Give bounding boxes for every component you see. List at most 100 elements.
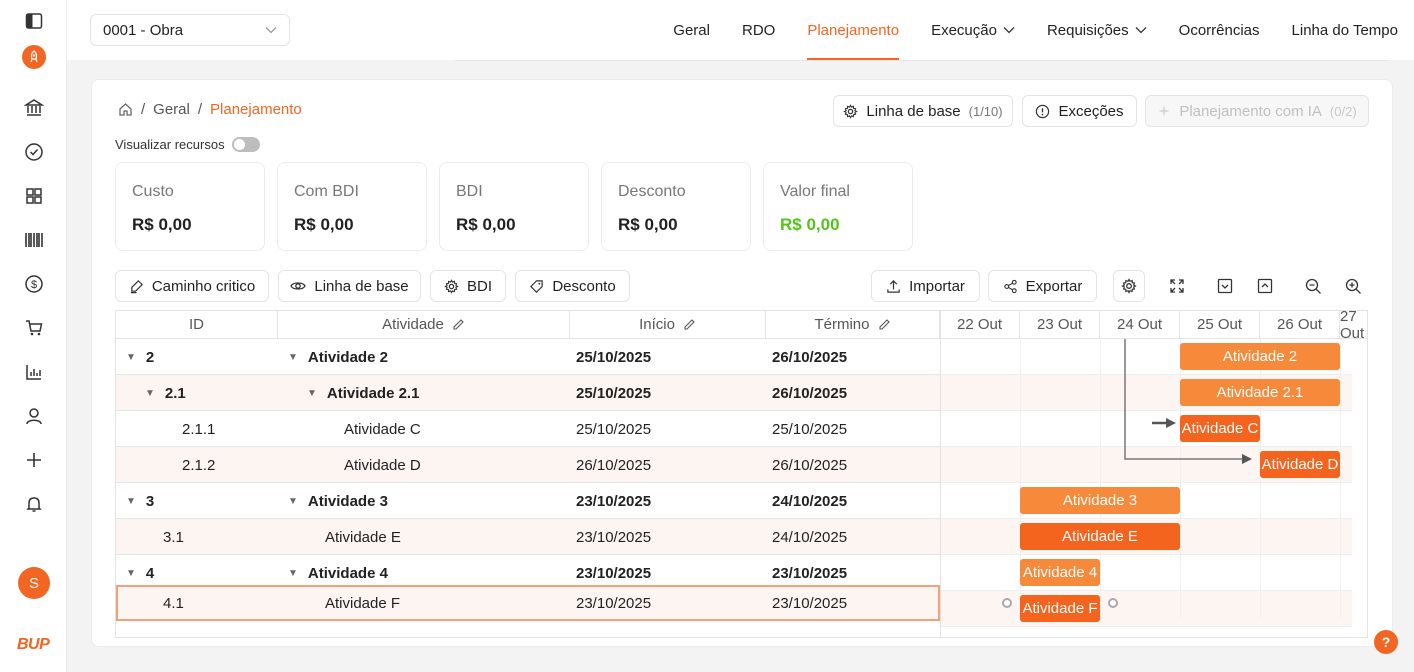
column-header-label: Atividade — [382, 316, 444, 333]
check-circle-icon[interactable] — [22, 140, 46, 164]
import-button[interactable]: Importar — [871, 270, 980, 302]
ai-planning-button[interactable]: Planejamento com IA (0/2) — [1145, 95, 1369, 127]
timeline-day-label: 25 Out — [1196, 316, 1243, 333]
avatar[interactable]: S — [18, 567, 50, 599]
panel-toggle-icon[interactable] — [22, 9, 46, 33]
column-header-termino[interactable]: Término — [766, 311, 940, 339]
nav-geral[interactable]: Geral — [657, 0, 726, 60]
nav-planejamento[interactable]: Planejamento — [791, 0, 915, 60]
baseline-count: (1/10) — [968, 103, 1003, 119]
baseline-settings-button[interactable]: Linha de base (1/10) — [833, 95, 1013, 127]
gantt-bar-task[interactable]: Atividade F — [1020, 595, 1100, 622]
nav-linha-do-tempo[interactable]: Linha do Tempo — [1276, 0, 1414, 60]
row-start: 23/10/2025 — [576, 492, 652, 510]
nav-requisicoes[interactable]: Requisições — [1031, 0, 1163, 60]
column-divider[interactable] — [940, 311, 941, 637]
link-handle[interactable] — [1108, 598, 1118, 608]
exceptions-button[interactable]: Exceções — [1022, 95, 1137, 127]
row-end: 26/10/2025 — [772, 348, 848, 366]
column-header-label: Início — [639, 316, 675, 333]
table-row[interactable]: ▼ 2.1 ▼ Atividade 2.1 25/10/2025 26/10/202… — [116, 375, 940, 411]
gantt-bar-task[interactable]: Atividade E — [1020, 523, 1180, 550]
caret-down-icon[interactable]: ▼ — [126, 567, 136, 579]
gantt-bar-summary[interactable]: Atividade 4 — [1020, 559, 1100, 586]
baseline-view-button[interactable]: Linha de base — [278, 270, 421, 302]
timeline-day-header: 27 Out — [1340, 311, 1367, 339]
stat-label: Custo — [132, 183, 174, 200]
table-row[interactable]: 2.1.1 Atividade C 25/10/2025 25/10/2025 — [116, 411, 940, 447]
bell-icon[interactable] — [22, 492, 46, 516]
home-icon[interactable] — [118, 102, 133, 117]
nav-linha-do-tempo-label: Linha do Tempo — [1291, 21, 1398, 39]
pencil-icon[interactable] — [452, 318, 465, 331]
stat-value: R$ 0,00 — [456, 215, 516, 234]
pencil-icon[interactable] — [878, 318, 891, 331]
nav-execucao[interactable]: Execução — [915, 0, 1031, 60]
gantt-bar-summary[interactable]: Atividade 3 — [1020, 487, 1180, 514]
row-name: ▼ Atividade 2 — [288, 348, 388, 366]
pencil-icon[interactable] — [683, 318, 696, 331]
stat-com-bdi: Com BDI R$ 0,00 — [277, 162, 427, 251]
fullscreen-button[interactable] — [1161, 270, 1193, 302]
caret-down-icon[interactable]: ▼ — [288, 495, 298, 507]
row-end: 25/10/2025 — [772, 420, 848, 438]
grid-icon[interactable] — [22, 184, 46, 208]
nav-ocorrencias[interactable]: Ocorrências — [1163, 0, 1276, 60]
export-button[interactable]: Exportar — [988, 270, 1097, 302]
table-row[interactable]: ▼ 2 ▼ Atividade 2 25/10/2025 26/10/2025 — [116, 339, 940, 375]
gantt-bar-task[interactable]: Atividade D — [1260, 451, 1340, 478]
caret-down-icon[interactable]: ▼ — [126, 351, 136, 363]
collapse-all-button[interactable] — [1249, 270, 1281, 302]
column-header-atividade[interactable]: Atividade — [278, 311, 570, 339]
row-id: 2.1.2 — [182, 456, 216, 474]
highlighter-icon — [129, 279, 144, 294]
zoom-in-button[interactable] — [1337, 270, 1369, 302]
chart-icon[interactable] — [22, 360, 46, 384]
timeline-day-header: 22 Out — [940, 311, 1020, 339]
breadcrumb-geral[interactable]: Geral — [153, 101, 190, 118]
table-row[interactable]: 2.1.2 Atividade D 26/10/2025 26/10/2025 — [116, 447, 940, 483]
link-handle[interactable] — [1002, 598, 1012, 608]
plus-icon[interactable] — [22, 448, 46, 472]
cart-icon[interactable] — [22, 316, 46, 340]
caret-down-icon[interactable]: ▼ — [288, 351, 298, 363]
nav-rdo-label: RDO — [741, 21, 776, 39]
day-gridline — [1180, 339, 1181, 619]
timeline-day-header: 26 Out — [1260, 311, 1340, 339]
table-row-selected[interactable]: 4.1 Atividade F 23/10/2025 23/10/2025 — [116, 585, 940, 621]
breadcrumb-planejamento: Planejamento — [210, 101, 302, 118]
help-button[interactable]: ? — [1374, 630, 1398, 654]
rocket-logo-icon[interactable] — [22, 45, 46, 69]
expand-all-button[interactable] — [1209, 270, 1241, 302]
caret-down-icon[interactable]: ▼ — [307, 387, 317, 399]
stat-label: Valor final — [780, 183, 850, 200]
table-row[interactable]: 3.1 Atividade E 23/10/2025 24/10/2025 — [116, 519, 940, 555]
row-id: ▼ 2 — [126, 348, 155, 366]
discount-button[interactable]: Desconto — [515, 270, 630, 302]
topbar-divider — [455, 60, 1389, 61]
resources-toggle-label: Visualizar recursos — [115, 137, 225, 152]
table-row[interactable]: ▼ 3 ▼ Atividade 3 23/10/2025 24/10/2025 — [116, 483, 940, 519]
caret-down-icon[interactable]: ▼ — [145, 387, 155, 399]
gear-icon — [843, 103, 859, 119]
gantt-settings-button[interactable] — [1113, 270, 1145, 302]
gantt-bar-summary[interactable]: Atividade 2 — [1180, 343, 1340, 370]
column-header-inicio[interactable]: Início — [570, 311, 766, 339]
project-select[interactable]: 0001 - Obra — [90, 14, 290, 46]
bank-icon[interactable] — [22, 96, 46, 120]
timeline-day-label: 27 Out — [1340, 311, 1365, 339]
gantt-bar-task[interactable]: Atividade C — [1180, 415, 1260, 442]
row-end: 23/10/2025 — [772, 564, 848, 582]
barcode-icon[interactable] — [22, 228, 46, 252]
dollar-icon[interactable]: $ — [22, 272, 46, 296]
gantt-bar-summary[interactable]: Atividade 2.1 — [1180, 379, 1340, 406]
caret-down-icon[interactable]: ▼ — [126, 495, 136, 507]
resources-toggle[interactable] — [232, 137, 260, 152]
column-header-id[interactable]: ID — [116, 311, 278, 339]
caret-down-icon[interactable]: ▼ — [288, 567, 298, 579]
nav-rdo[interactable]: RDO — [726, 0, 791, 60]
critical-path-button[interactable]: Caminho critico — [115, 270, 269, 302]
bdi-button[interactable]: BDI — [430, 270, 506, 302]
user-icon[interactable] — [22, 404, 46, 428]
zoom-out-button[interactable] — [1297, 270, 1329, 302]
